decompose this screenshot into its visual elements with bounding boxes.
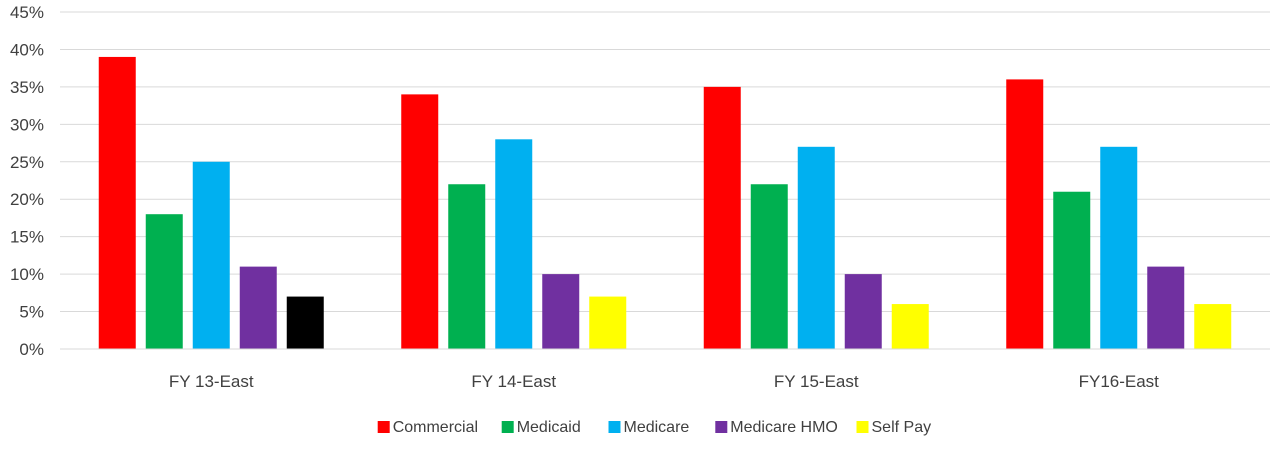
bar-medicare-hmo xyxy=(844,274,882,349)
legend-label: Medicare xyxy=(624,419,690,436)
y-tick-label: 5% xyxy=(19,303,44,322)
bar-medicare-hmo xyxy=(1147,266,1185,349)
y-tick-label: 35% xyxy=(10,78,44,97)
y-axis-ticks: 0% 5% 10% 15% 20% 25% 30% 35% 40% 45% xyxy=(10,3,44,359)
bar-self-pay xyxy=(589,296,627,349)
legend-swatch xyxy=(715,421,728,433)
y-tick-label: 0% xyxy=(19,340,44,359)
bar-medicaid xyxy=(1053,191,1091,349)
bar-self-pay xyxy=(891,304,929,349)
bar-medicare-hmo xyxy=(239,266,277,349)
legend-label: Medicaid xyxy=(517,419,581,436)
y-tick-label: 25% xyxy=(10,153,44,172)
legend-swatch xyxy=(501,421,514,433)
x-category-label: FY16-East xyxy=(1079,372,1160,391)
bar-self-pay xyxy=(1194,304,1232,349)
legend-label: Medicare HMO xyxy=(730,419,838,436)
x-category-label: FY 15-East xyxy=(774,372,859,391)
legend-swatch xyxy=(377,421,390,433)
y-tick-label: 10% xyxy=(10,265,44,284)
bar-commercial xyxy=(98,56,136,349)
legend-swatch xyxy=(608,421,621,433)
bar-commercial xyxy=(401,94,439,349)
y-tick-label: 20% xyxy=(10,190,44,209)
bar-medicaid xyxy=(448,184,486,349)
bars xyxy=(98,56,1232,350)
y-tick-label: 15% xyxy=(10,228,44,247)
y-tick-label: 40% xyxy=(10,40,44,59)
legend: Commercial Medicaid Medicare Medicare HMO Se… xyxy=(377,419,932,436)
bar-medicaid xyxy=(145,214,183,349)
bar-medicaid xyxy=(750,184,788,349)
bar-self-pay xyxy=(286,296,324,349)
y-tick-label: 30% xyxy=(10,115,44,134)
bar-medicare xyxy=(797,146,835,349)
legend-label: Self Pay xyxy=(872,419,932,436)
x-axis-categories: FY 13-East FY 14-East FY 15-East FY16-East xyxy=(169,372,1159,391)
y-tick-label: 45% xyxy=(10,3,44,22)
x-category-label: FY 14-East xyxy=(471,372,556,391)
legend-label: Commercial xyxy=(393,419,478,436)
bar-commercial xyxy=(703,86,741,349)
bar-medicare xyxy=(1100,146,1138,349)
bar-medicare xyxy=(192,161,230,349)
bar-medicare-hmo xyxy=(542,274,580,349)
bar-medicare xyxy=(495,139,533,349)
bar-commercial xyxy=(1006,79,1044,350)
legend-swatch xyxy=(856,421,869,433)
x-category-label: FY 13-East xyxy=(169,372,254,391)
